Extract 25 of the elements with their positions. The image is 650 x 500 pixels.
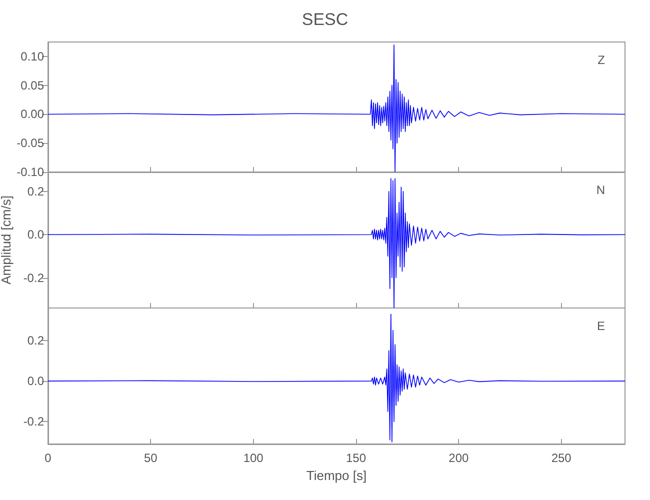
y-tick-label: 0.2	[27, 184, 44, 198]
y-tick-label: 0.0	[27, 374, 44, 388]
x-tick-label: 250	[551, 451, 572, 465]
x-tick-label: 100	[243, 451, 264, 465]
line-series	[48, 314, 626, 442]
annotation: Z	[598, 53, 606, 67]
x-tick-label: 200	[448, 451, 470, 465]
x-tick-label: 150	[346, 451, 366, 465]
y-axis-title: Amplitud [cm/s]	[0, 196, 14, 284]
chart-title: SESC	[302, 10, 348, 29]
y-tick-label: 0.10	[20, 49, 44, 64]
x-tick-label: 50	[144, 451, 158, 465]
x-tick-label: 0	[44, 451, 52, 465]
annotation: N	[596, 183, 606, 197]
y-tick-label: 0.0	[27, 228, 44, 242]
y-tick-label: -0.2	[23, 414, 44, 429]
y-tick-label: -0.05	[16, 136, 44, 150]
y-tick-label: 0.00	[20, 107, 44, 122]
line-series	[48, 178, 626, 308]
y-tick-label: -0.2	[23, 270, 44, 285]
x-axis-title: Tiempo [s]	[306, 468, 367, 483]
y-tick-label: 0.2	[27, 333, 44, 348]
y-tick-label: 0.05	[20, 78, 44, 92]
annotation: E	[596, 319, 606, 333]
y-tick-label: -0.10	[16, 165, 44, 179]
